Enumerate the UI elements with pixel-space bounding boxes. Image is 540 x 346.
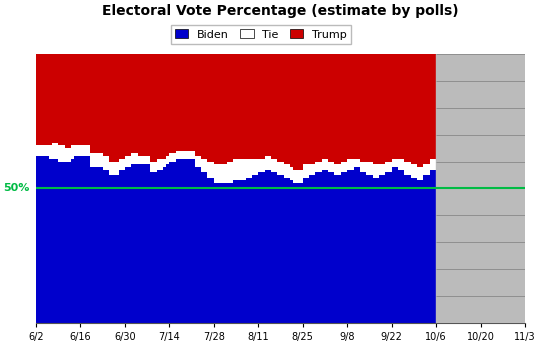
Text: 50%: 50% xyxy=(3,183,30,193)
Text: ©ChrisWeigant.com: ©ChrisWeigant.com xyxy=(39,57,116,66)
Bar xyxy=(436,54,525,323)
Legend: Biden, Tie, Trump: Biden, Tie, Trump xyxy=(171,25,352,44)
Title: Electoral Vote Percentage (estimate by polls): Electoral Vote Percentage (estimate by p… xyxy=(102,4,459,18)
